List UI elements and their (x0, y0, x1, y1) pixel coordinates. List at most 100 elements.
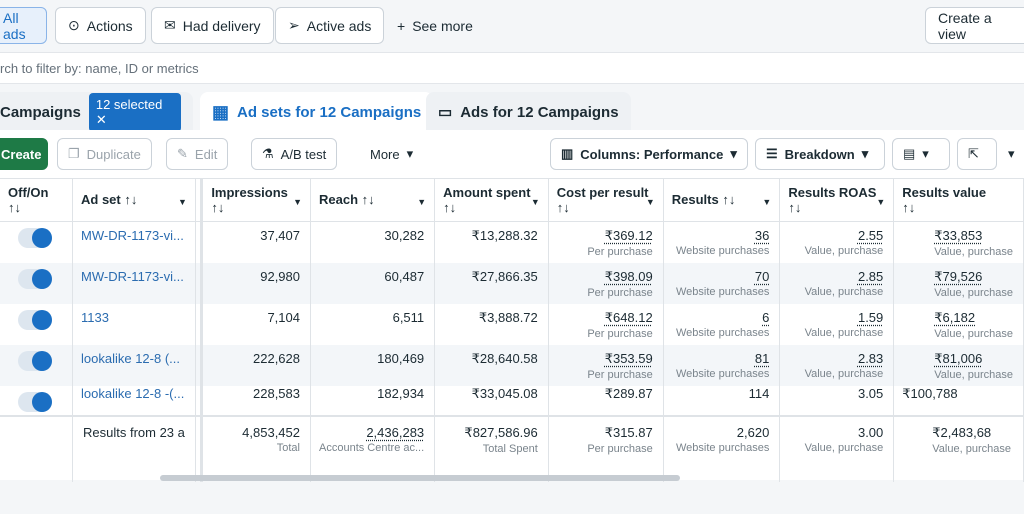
caret-down-icon: ▾ (1008, 146, 1015, 161)
caret-down-icon[interactable]: ▼ (762, 197, 772, 207)
duplicate-button[interactable]: ❐ Duplicate (57, 138, 152, 170)
on-off-toggle[interactable] (18, 350, 52, 371)
cell-value[interactable]: ₹398.09 (604, 268, 653, 284)
cell-value[interactable]: ₹81,006 (934, 350, 983, 366)
col-off-on[interactable]: Off/On ↑↓ (0, 178, 73, 222)
sort-icon[interactable]: ↑↓ (443, 200, 457, 215)
cell: ₹369.12 Per purchase (548, 221, 664, 263)
selected-badge[interactable]: 12 selected ✕ (88, 92, 181, 132)
reports-button[interactable]: ▤ ▾ (892, 138, 950, 170)
horizontal-scrollbar[interactable] (160, 475, 680, 481)
columns-button[interactable]: ▥ Columns: Performance ▾ (550, 138, 748, 170)
cell-value[interactable]: ₹369.12 (604, 228, 653, 243)
export-button[interactable]: ⇱ (957, 138, 997, 170)
label: Ad sets for 12 Campaigns (237, 103, 422, 121)
search-input[interactable]: rch to filter by: name, ID or metrics (0, 52, 1024, 84)
sort-icon[interactable]: ↑↓ (788, 200, 802, 215)
filter-had-delivery[interactable]: ✉ Had delivery (151, 7, 274, 44)
col-impressions[interactable]: Impressions ↑↓ ▼ (201, 178, 311, 222)
edit-button[interactable]: ✎ Edit (166, 138, 229, 170)
col-results[interactable]: Results ↑↓ ▼ (663, 178, 781, 222)
cell-value[interactable]: 6 (762, 309, 770, 325)
cell-subtext: Value, purchase (804, 441, 884, 454)
column-resize-handle[interactable] (195, 178, 204, 222)
cell-value: ₹827,586.96 (464, 424, 538, 440)
cell-value[interactable]: 81 (754, 350, 770, 366)
cell-value[interactable]: ₹79,526 (934, 268, 983, 284)
tab-ads[interactable]: ▭ Ads for 12 Campaigns (426, 92, 631, 132)
filter-actions[interactable]: ⊙ Actions (55, 7, 146, 44)
search-placeholder: rch to filter by: name, ID or metrics (0, 61, 199, 76)
duplicate-icon: ❐ (68, 146, 80, 161)
ad-set-link[interactable]: lookalike 12-8 -(... (81, 385, 185, 401)
col-reach[interactable]: Reach ↑↓ ▼ (310, 178, 436, 222)
cell-value[interactable]: ₹648.12 (604, 309, 653, 325)
ad-set-link[interactable]: 1133 (81, 309, 109, 325)
caret-down-icon[interactable]: ▼ (293, 197, 302, 207)
caret-down-icon[interactable]: ▼ (417, 197, 427, 207)
create-button[interactable]: Create (0, 138, 48, 170)
see-more-button[interactable]: + See more (385, 7, 485, 44)
cell-value[interactable]: 36 (754, 228, 770, 243)
on-off-toggle[interactable] (18, 228, 52, 248)
caret-down-icon[interactable]: ▼ (177, 197, 187, 207)
divider (195, 303, 204, 345)
sort-icon[interactable]: ↑↓ (8, 200, 21, 215)
divider (195, 385, 204, 416)
divider (195, 414, 204, 482)
cell-subtext: Website purchases (675, 326, 770, 339)
header-row: Off/On ↑↓ Ad set ↑↓ ▼ Impressions ↑↓ ▼ Reach… (0, 178, 1024, 222)
sort-icon[interactable]: ↑↓ (361, 192, 375, 207)
col-amount-spent[interactable]: Amount spent ↑↓ ▼ (434, 178, 549, 222)
sort-icon[interactable]: ↑↓ (124, 192, 138, 207)
cell-subtext: Per purchase (587, 286, 653, 299)
ad-set-link[interactable]: MW-DR-1173-vi... (81, 268, 184, 284)
cell-value[interactable]: 2.85 (857, 268, 884, 284)
cell-value[interactable]: 70 (754, 268, 770, 284)
caret-down-icon[interactable]: ▼ (645, 197, 655, 207)
caret-down-icon[interactable]: ▼ (876, 197, 886, 207)
cell: 70 Website purchases (663, 262, 781, 304)
col-ad-set[interactable]: Ad set ↑↓ ▼ (72, 178, 196, 222)
tab-campaigns[interactable]: Campaigns 12 selected ✕ (0, 92, 193, 132)
cell-value[interactable]: ₹33,853 (934, 228, 983, 243)
ad-set-link[interactable]: MW-DR-1173-vi... (81, 228, 184, 243)
cell-value: 92,980 (260, 268, 300, 284)
on-off-toggle[interactable] (18, 268, 52, 289)
cell-value[interactable]: 2.83 (857, 350, 884, 366)
cell: ₹2,483,68 Value, purchase (893, 414, 1024, 482)
col-results-roas[interactable]: Results ROAS ↑↓ ▼ (779, 178, 895, 222)
on-off-toggle[interactable] (18, 309, 52, 330)
caret-down-icon[interactable]: ▼ (530, 197, 540, 207)
filter-active-ads[interactable]: ➢ Active ads (275, 7, 385, 44)
sort-icon[interactable]: ↑↓ (211, 200, 225, 215)
close-icon[interactable]: ✕ (95, 111, 107, 127)
sort-icon[interactable]: ↑↓ (556, 200, 570, 215)
cell-subtext: Accounts Centre ac... (319, 441, 425, 454)
sort-icon[interactable]: ↑↓ (902, 200, 916, 215)
ad-set-link[interactable]: lookalike 12-8 (... (81, 350, 180, 366)
breakdown-button[interactable]: ☰ Breakdown ▾ (755, 138, 885, 170)
caret-down-icon: ▾ (406, 146, 414, 161)
export-dropdown[interactable]: ▾ (998, 138, 1024, 170)
more-button[interactable]: More ▾ (360, 138, 424, 170)
create-view-button[interactable]: Create a view (925, 7, 1024, 44)
cell-value: 114 (748, 385, 770, 401)
table-row: lookalike 12-8 (... 222,628 180,469 ₹28,64… (0, 344, 1024, 386)
cell-value: ₹2,483,68 (932, 424, 992, 440)
cell: ₹33,853 Value, purchase (893, 221, 1024, 263)
cell-value[interactable]: 1.59 (857, 309, 884, 325)
cell-value[interactable]: ₹6,182 (934, 309, 976, 325)
col-cost-per-result[interactable]: Cost per result ↑↓ ▼ (548, 178, 664, 222)
col-results-value[interactable]: Results value ↑↓ (893, 178, 1024, 222)
tab-ad-sets[interactable]: ▦ Ad sets for 12 Campaigns (200, 92, 434, 132)
ab-test-button[interactable]: ⚗ A/B test (251, 138, 338, 170)
cell-value: ₹27,866.35 (471, 268, 538, 284)
cell-value[interactable]: 2.55 (857, 228, 884, 243)
cell: 30,282 (310, 221, 436, 263)
on-off-toggle[interactable] (18, 391, 52, 412)
sort-icon[interactable]: ↑↓ (722, 192, 736, 207)
cell-value[interactable]: ₹353.59 (604, 350, 653, 366)
cell-value[interactable]: 2,436,283 (366, 424, 425, 440)
filter-all-ads[interactable]: All ads (0, 7, 47, 44)
